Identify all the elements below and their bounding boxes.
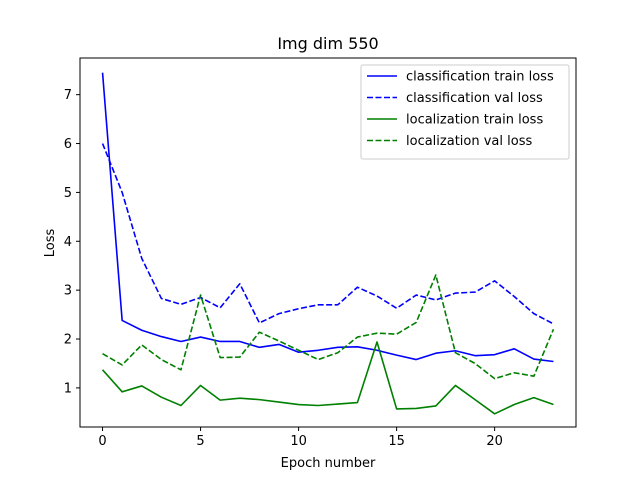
y-tick-label: 2 bbox=[64, 333, 72, 348]
chart-title: Img dim 550 bbox=[277, 34, 378, 53]
series-layer bbox=[101, 72, 555, 415]
series-line-3 bbox=[101, 341, 554, 415]
x-axis: 0 5 10 15 20 bbox=[98, 427, 503, 449]
legend-label: localization val loss bbox=[406, 134, 532, 149]
y-tick-label: 7 bbox=[64, 88, 72, 103]
series-line-4 bbox=[102, 274, 555, 380]
y-axis-label: Loss bbox=[43, 229, 58, 258]
y-axis: 1 2 3 4 5 6 7 bbox=[64, 88, 80, 396]
x-tick-label: 10 bbox=[290, 434, 307, 449]
legend: classification train loss classification … bbox=[360, 64, 570, 160]
x-tick-label: 20 bbox=[486, 434, 503, 449]
y-tick-label: 5 bbox=[64, 186, 72, 201]
x-tick-label: 0 bbox=[98, 434, 106, 449]
y-tick-label: 4 bbox=[64, 235, 72, 250]
x-axis-label: Epoch number bbox=[281, 456, 376, 471]
y-tick-label: 3 bbox=[64, 284, 72, 299]
series-line-1 bbox=[101, 72, 554, 363]
x-tick-label: 5 bbox=[196, 434, 204, 449]
plot-area bbox=[79, 57, 577, 428]
legend-label: classification train loss bbox=[406, 70, 554, 85]
y-tick-label: 6 bbox=[64, 137, 72, 152]
x-tick-label: 15 bbox=[388, 434, 405, 449]
series-line-2 bbox=[101, 143, 554, 325]
legend-label: localization train loss bbox=[406, 113, 543, 128]
legend-label: classification val loss bbox=[406, 91, 543, 106]
y-tick-label: 1 bbox=[64, 381, 72, 396]
legend-box bbox=[360, 64, 570, 160]
